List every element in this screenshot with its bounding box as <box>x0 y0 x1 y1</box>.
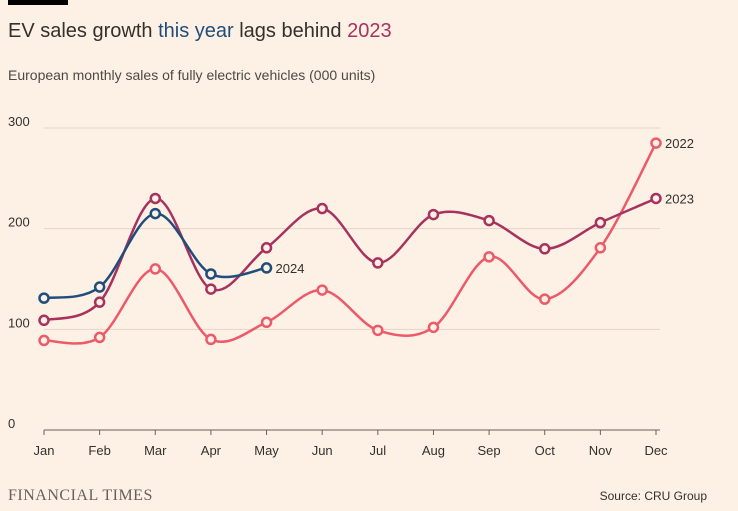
point <box>427 321 440 334</box>
point <box>260 242 273 254</box>
x-tick-label: Dec <box>644 443 668 458</box>
point <box>205 268 217 280</box>
title-part: EV sales growth <box>8 20 158 42</box>
point <box>316 284 328 296</box>
chart-title: EV sales growth this year lags behind 20… <box>8 20 392 42</box>
point <box>650 192 662 205</box>
point <box>93 281 106 293</box>
series-label: 2024 <box>276 261 305 276</box>
point <box>38 334 50 347</box>
point <box>483 251 495 263</box>
point <box>427 208 440 221</box>
x-tick-label: Jan <box>34 443 55 458</box>
point <box>93 331 106 344</box>
point <box>260 316 273 329</box>
point <box>594 242 607 254</box>
point <box>205 283 217 295</box>
source: Source: CRU Group <box>600 489 708 503</box>
point <box>38 314 50 327</box>
point <box>260 262 273 274</box>
x-tick-label: Jun <box>312 443 333 458</box>
point <box>372 324 384 337</box>
y-tick-label: 300 <box>8 114 30 129</box>
point <box>93 296 106 308</box>
brand-bar <box>8 0 68 5</box>
series-label: 2022 <box>665 136 694 151</box>
point <box>316 202 328 215</box>
x-tick-label: Nov <box>589 443 613 458</box>
point <box>538 243 551 255</box>
x-tick-label: Jul <box>370 443 387 458</box>
title-part: 2023 <box>347 20 392 42</box>
publisher: FINANCIAL TIMES <box>8 487 153 504</box>
x-tick-label: Aug <box>422 443 445 458</box>
series-label: 2023 <box>665 191 694 206</box>
title-part: this year <box>158 20 234 42</box>
x-tick-label: Oct <box>535 443 556 458</box>
point <box>149 192 162 205</box>
point <box>205 333 217 346</box>
x-tick-label: Sep <box>478 443 501 458</box>
point <box>372 257 384 269</box>
y-tick-label: 0 <box>8 416 15 431</box>
point <box>149 263 162 275</box>
chart-subtitle: European monthly sales of fully electric… <box>8 67 375 83</box>
title-part: lags behind <box>234 20 347 42</box>
point <box>594 216 607 229</box>
y-tick-label: 200 <box>8 215 30 230</box>
x-tick-label: Apr <box>201 443 222 458</box>
y-tick-label: 100 <box>8 315 30 330</box>
point <box>149 207 162 220</box>
x-tick-label: Feb <box>88 443 110 458</box>
x-tick-label: May <box>254 443 279 458</box>
point <box>483 214 495 227</box>
x-tick-label: Mar <box>144 443 167 458</box>
point <box>650 137 662 149</box>
point <box>38 292 50 304</box>
point <box>538 293 551 305</box>
